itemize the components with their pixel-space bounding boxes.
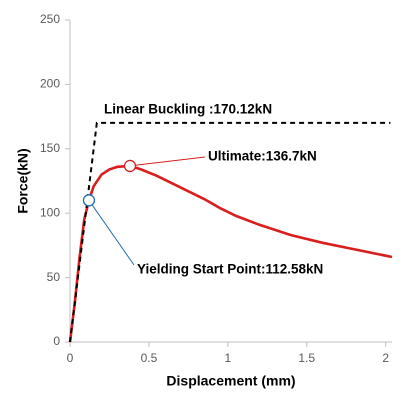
y-tick-label: 250 [40, 12, 60, 26]
x-tick-label: 2 [382, 351, 389, 365]
x-tick-label: 0 [67, 351, 74, 365]
annotation: Linear Buckling :170.12kN [104, 102, 272, 117]
data-line [69, 121, 391, 343]
x-axis-title: Displacement (mm) [166, 373, 295, 389]
annotation: Ultimate:136.7kN [208, 149, 317, 164]
data-line [68, 164, 393, 343]
x-tick-label: 1 [224, 351, 231, 365]
y-tick-label: 100 [40, 205, 60, 219]
y-tick-label: 200 [40, 77, 60, 91]
y-tick-label: 50 [47, 270, 61, 284]
point-marker [123, 159, 137, 173]
y-tick-label: 0 [53, 334, 60, 348]
x-tick-label: 0.5 [141, 351, 158, 365]
y-axis-title: Force(kN) [15, 148, 31, 213]
point-marker [82, 194, 96, 207]
leader-line [129, 156, 206, 167]
x-tick-label: 1.5 [298, 351, 315, 365]
y-tick-label: 150 [40, 141, 60, 155]
annotation: Yielding Start Point:112.58kN [137, 262, 323, 277]
leader-line [88, 200, 135, 266]
